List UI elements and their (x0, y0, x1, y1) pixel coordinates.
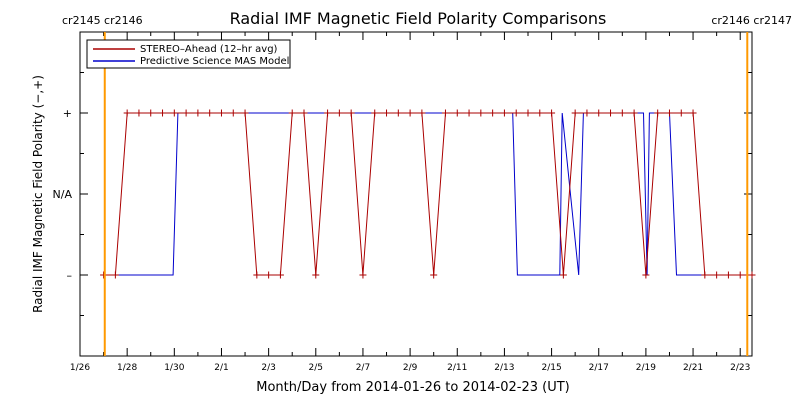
data-point-stereo (288, 109, 296, 117)
data-point-stereo (477, 109, 485, 117)
data-point-stereo (689, 109, 697, 117)
data-point-stereo (111, 271, 119, 279)
x-tick-label: 2/9 (403, 363, 418, 373)
y-axis-label: Radial IMF Magnetic Field Polarity (−,+) (31, 75, 45, 313)
data-point-stereo (383, 109, 391, 117)
x-tick-label: 2/13 (494, 363, 514, 373)
data-point-stereo (170, 109, 178, 117)
data-point-stereo (394, 109, 402, 117)
x-tick-label: 2/5 (309, 363, 323, 373)
data-point-stereo (665, 109, 673, 117)
data-point-stereo (265, 271, 273, 279)
data-point-stereo (654, 109, 662, 117)
x-tick-label: 2/19 (636, 363, 656, 373)
series-layer (100, 109, 756, 279)
data-point-stereo (559, 271, 567, 279)
x-tick-label: 2/17 (589, 363, 609, 373)
x-tick-label: 1/30 (164, 363, 184, 373)
data-point-stereo (724, 271, 732, 279)
tick-marks: 1/26 1/28 1/30 2/1 2/3 2/5 2/7 2/9 2/11 2/13 2/15 2… (53, 32, 752, 373)
carrington-markers (103, 32, 749, 356)
data-point-stereo (607, 109, 615, 117)
data-point-stereo (489, 109, 497, 117)
data-point-stereo (312, 271, 320, 279)
x-tick-label: 2/7 (356, 363, 370, 373)
data-point-stereo (123, 109, 131, 117)
data-point-stereo (441, 109, 449, 117)
data-point-stereo (324, 109, 332, 117)
data-point-stereo (430, 271, 438, 279)
data-point-stereo (276, 271, 284, 279)
data-point-stereo (159, 109, 167, 117)
data-point-stereo (100, 271, 108, 279)
carrington-label-left: cr2145 cr2146 (62, 14, 143, 27)
legend-label-stereo: STEREO–Ahead (12–hr avg) (140, 44, 278, 55)
carrington-label-right: cr2146 cr2147 (711, 14, 792, 27)
data-point-stereo (736, 271, 744, 279)
data-point-stereo (583, 109, 591, 117)
data-point-stereo (241, 109, 249, 117)
x-tick-label: 1/26 (70, 363, 90, 373)
data-point-stereo (630, 109, 638, 117)
chart-title: Radial IMF Magnetic Field Polarity Compa… (230, 9, 607, 28)
x-axis-label: Month/Day from 2014-01-26 to 2014-02-23 … (256, 380, 569, 395)
data-point-stereo (642, 271, 650, 279)
x-tick-label: 2/23 (730, 363, 750, 373)
data-point-stereo (406, 109, 414, 117)
data-point-stereo (595, 109, 603, 117)
y-tick-label: N/A (53, 188, 73, 201)
data-point-stereo (335, 109, 343, 117)
data-point-stereo (512, 109, 520, 117)
x-tick-label: 1/28 (117, 363, 137, 373)
data-point-stereo (453, 109, 461, 117)
data-point-stereo (194, 109, 202, 117)
data-point-stereo (618, 109, 626, 117)
y-tick-label: – (67, 269, 73, 282)
data-point-stereo (182, 109, 190, 117)
data-point-stereo (347, 109, 355, 117)
data-point-stereo (713, 271, 721, 279)
legend: STEREO–Ahead (12–hr avg) Predictive Scie… (86, 39, 291, 69)
data-point-stereo (359, 271, 367, 279)
data-point-stereo (465, 109, 473, 117)
data-point-stereo (677, 109, 685, 117)
data-point-stereo (536, 109, 544, 117)
data-point-stereo (229, 109, 237, 117)
data-point-stereo (147, 109, 155, 117)
data-point-stereo (548, 109, 556, 117)
data-point-stereo (748, 271, 756, 279)
data-point-stereo (524, 109, 532, 117)
data-point-stereo (135, 109, 143, 117)
x-tick-label: 2/15 (541, 363, 561, 373)
data-point-stereo (571, 109, 579, 117)
data-point-stereo (701, 271, 709, 279)
data-point-stereo (217, 109, 225, 117)
data-point-stereo (300, 109, 308, 117)
data-point-stereo (371, 109, 379, 117)
y-tick-label: + (63, 107, 72, 120)
legend-box (86, 39, 291, 69)
x-tick-label: 2/3 (261, 363, 275, 373)
data-point-stereo (418, 109, 426, 117)
x-tick-label: 2/11 (447, 363, 467, 373)
x-tick-label: 2/21 (683, 363, 703, 373)
x-tick-label: 2/1 (214, 363, 228, 373)
data-point-stereo (206, 109, 214, 117)
legend-label-mas-model: Predictive Science MAS Model (140, 56, 289, 67)
data-point-stereo (253, 271, 261, 279)
data-point-stereo (500, 109, 508, 117)
